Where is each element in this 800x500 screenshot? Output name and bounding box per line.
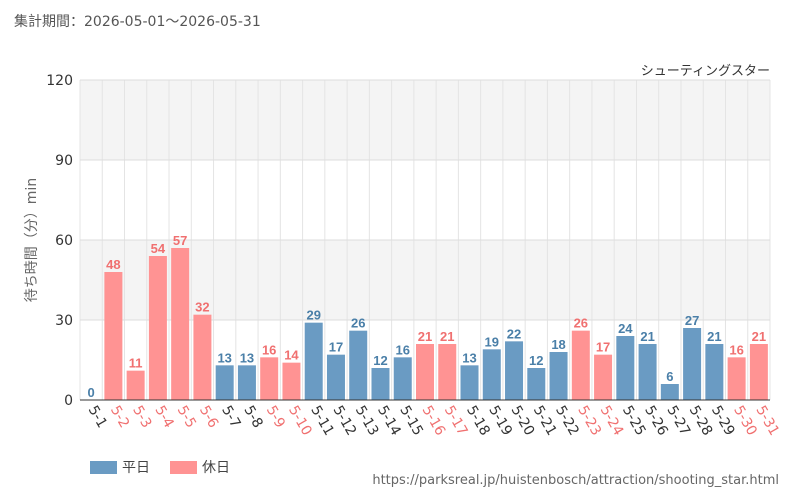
value-label: 14 xyxy=(284,348,299,363)
value-label: 17 xyxy=(329,340,343,355)
bars xyxy=(104,248,768,400)
bar-5-8 xyxy=(237,365,256,400)
y-tick-label: 0 xyxy=(64,393,73,409)
value-label: 16 xyxy=(396,342,410,357)
bar-5-10 xyxy=(282,362,301,400)
bar-5-14 xyxy=(371,368,390,400)
value-label: 17 xyxy=(596,340,610,355)
source-url: https://parksreal.jp/huistenbosch/attrac… xyxy=(372,473,779,488)
bar-5-13 xyxy=(349,330,368,400)
value-label: 19 xyxy=(485,334,499,349)
x-tick-label: 5-3 xyxy=(129,403,154,431)
value-label: 13 xyxy=(217,350,231,365)
value-label: 22 xyxy=(507,326,521,341)
value-label: 32 xyxy=(195,300,209,315)
period-label: 集計期間：2026-05-01～2026-05-31 xyxy=(14,14,261,30)
value-label: 26 xyxy=(574,316,588,331)
x-tick-label: 5-4 xyxy=(151,403,176,431)
value-label: 18 xyxy=(551,337,565,352)
bar-5-29 xyxy=(705,344,724,400)
bar-5-6 xyxy=(193,314,212,400)
value-label: 26 xyxy=(351,316,365,331)
y-tick-label: 60 xyxy=(55,233,73,249)
legend-item-weekday: 平日 xyxy=(90,457,150,477)
y-axis-label: 待ち時間（分）min xyxy=(24,178,40,302)
bar-5-15 xyxy=(393,357,412,400)
bar-5-25 xyxy=(616,336,635,400)
x-tick-label: 5-5 xyxy=(174,403,199,431)
plot-band xyxy=(80,80,770,160)
value-labels: 0 48 11 54 57 32 13 13 16 14 29 17 26 12 16 21 21 13 19 22 1… xyxy=(88,233,767,400)
plot-band xyxy=(80,160,770,240)
weekday-swatch xyxy=(90,460,117,474)
x-tick-label: 5-2 xyxy=(107,403,132,431)
legend: 平日 休日 xyxy=(90,457,250,477)
bar-5-21 xyxy=(527,368,546,400)
bar-5-26 xyxy=(638,344,657,400)
y-tick-labels: 0 30 60 90 120 xyxy=(46,73,73,409)
value-label: 29 xyxy=(306,308,320,323)
bar-5-24 xyxy=(594,354,613,400)
bar-5-31 xyxy=(749,344,768,400)
value-label: 21 xyxy=(707,329,721,344)
x-tick-label: 5-6 xyxy=(196,403,221,431)
value-label: 54 xyxy=(151,241,166,256)
value-label: 16 xyxy=(262,342,276,357)
value-label: 13 xyxy=(462,350,476,365)
value-label: 13 xyxy=(240,350,254,365)
bar-5-23 xyxy=(571,330,590,400)
value-label: 12 xyxy=(373,353,387,368)
weekday-label: 平日 xyxy=(122,460,150,476)
bar-5-30 xyxy=(727,357,746,400)
bar-5-12 xyxy=(326,354,345,400)
bar-5-18 xyxy=(460,365,479,400)
y-tick-label: 90 xyxy=(55,153,73,169)
x-tick-label: 5-9 xyxy=(263,403,288,431)
x-tick-label: 5-8 xyxy=(240,403,265,431)
value-label: 11 xyxy=(129,356,143,371)
bar-5-7 xyxy=(215,365,234,400)
x-tick-labels: 5-15-25-35-45-55-65-75-85-95-105-115-125… xyxy=(85,403,782,439)
bar-5-16 xyxy=(416,344,434,400)
bar-5-27 xyxy=(660,384,679,400)
x-tick-label: 5-1 xyxy=(85,403,110,431)
value-label: 21 xyxy=(440,329,454,344)
bar-5-17 xyxy=(438,344,457,400)
value-label: 21 xyxy=(640,329,654,344)
value-label: 57 xyxy=(173,233,187,248)
bar-5-3 xyxy=(126,370,145,400)
x-tick-label: 5-31 xyxy=(752,403,782,439)
bar-5-28 xyxy=(683,328,702,400)
x-tick-label: 5-7 xyxy=(218,403,243,431)
plot-band xyxy=(80,240,770,320)
bar-5-9 xyxy=(260,357,279,400)
bar-5-11 xyxy=(304,322,323,400)
bar-5-4 xyxy=(148,256,167,400)
value-label: 21 xyxy=(418,329,432,344)
value-label: 27 xyxy=(685,313,699,328)
holiday-swatch xyxy=(170,460,197,474)
legend-item-holiday: 休日 xyxy=(170,457,230,477)
value-label: 21 xyxy=(752,329,766,344)
y-tick-label: 30 xyxy=(55,313,73,329)
value-label: 12 xyxy=(529,353,543,368)
bar-5-19 xyxy=(482,349,501,400)
y-tick-label: 120 xyxy=(46,73,73,89)
value-label: 6 xyxy=(666,369,673,384)
value-label: 24 xyxy=(618,321,633,336)
vertical-grid xyxy=(79,80,771,400)
bar-5-22 xyxy=(549,352,568,400)
chart-title: シューティングスター xyxy=(641,64,770,79)
value-label: 0 xyxy=(88,385,95,400)
bar-5-2 xyxy=(104,272,123,400)
value-label: 48 xyxy=(106,257,120,272)
bar-5-20 xyxy=(505,341,524,400)
bar-5-5 xyxy=(171,248,190,400)
value-label: 16 xyxy=(729,342,743,357)
holiday-label: 休日 xyxy=(202,460,230,476)
